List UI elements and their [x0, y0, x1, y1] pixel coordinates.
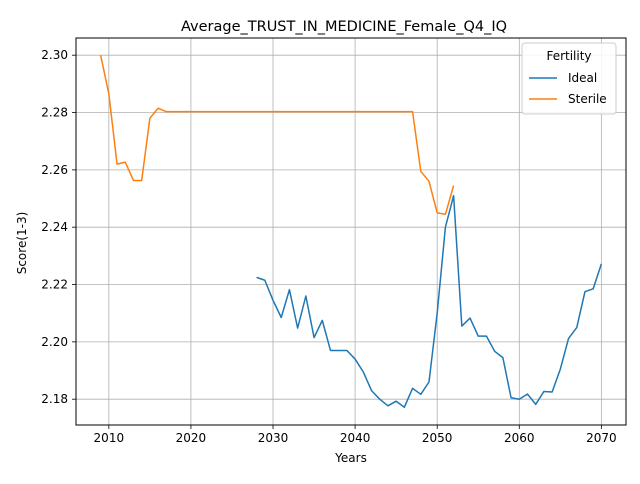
- chart-title: Average_TRUST_IN_MEDICINE_Female_Q4_IQ: [181, 19, 507, 35]
- y-tick-label: 2.20: [41, 335, 68, 349]
- y-tick-label: 2.28: [41, 106, 68, 120]
- x-tick-label: 2010: [94, 431, 125, 445]
- series-line-sterile: [99, 55, 455, 216]
- y-tick-label: 2.18: [41, 392, 68, 406]
- legend-label-sterile: Sterile: [568, 92, 607, 106]
- y-tick-label: 2.22: [41, 278, 68, 292]
- x-tick-label: 2030: [258, 431, 289, 445]
- x-tick-label: 2070: [586, 431, 617, 445]
- x-tick-label: 2060: [504, 431, 535, 445]
- y-axis-label: Score(1-3): [15, 212, 29, 275]
- series-lines: [99, 55, 603, 408]
- x-tick-label: 2020: [176, 431, 207, 445]
- legend-label-ideal: Ideal: [568, 71, 597, 85]
- x-tick-label: 2050: [422, 431, 453, 445]
- y-axis: 2.18 2.20 2.22 2.24 2.26 2.28 2.30: [41, 48, 76, 406]
- series-line-ideal: [256, 194, 603, 408]
- legend-title: Fertility: [546, 49, 591, 63]
- plot-frame: [75, 37, 627, 426]
- x-axis: 2010 2020 2030 2040 2050 2060 2070: [94, 425, 617, 445]
- grid: [76, 38, 626, 425]
- y-tick-label: 2.26: [41, 163, 68, 177]
- y-tick-label: 2.30: [41, 48, 68, 62]
- legend: Fertility Ideal Sterile: [521, 42, 617, 115]
- x-axis-label: Years: [334, 451, 367, 465]
- y-tick-label: 2.24: [41, 220, 68, 234]
- x-tick-label: 2040: [340, 431, 371, 445]
- legend-box: [521, 42, 617, 115]
